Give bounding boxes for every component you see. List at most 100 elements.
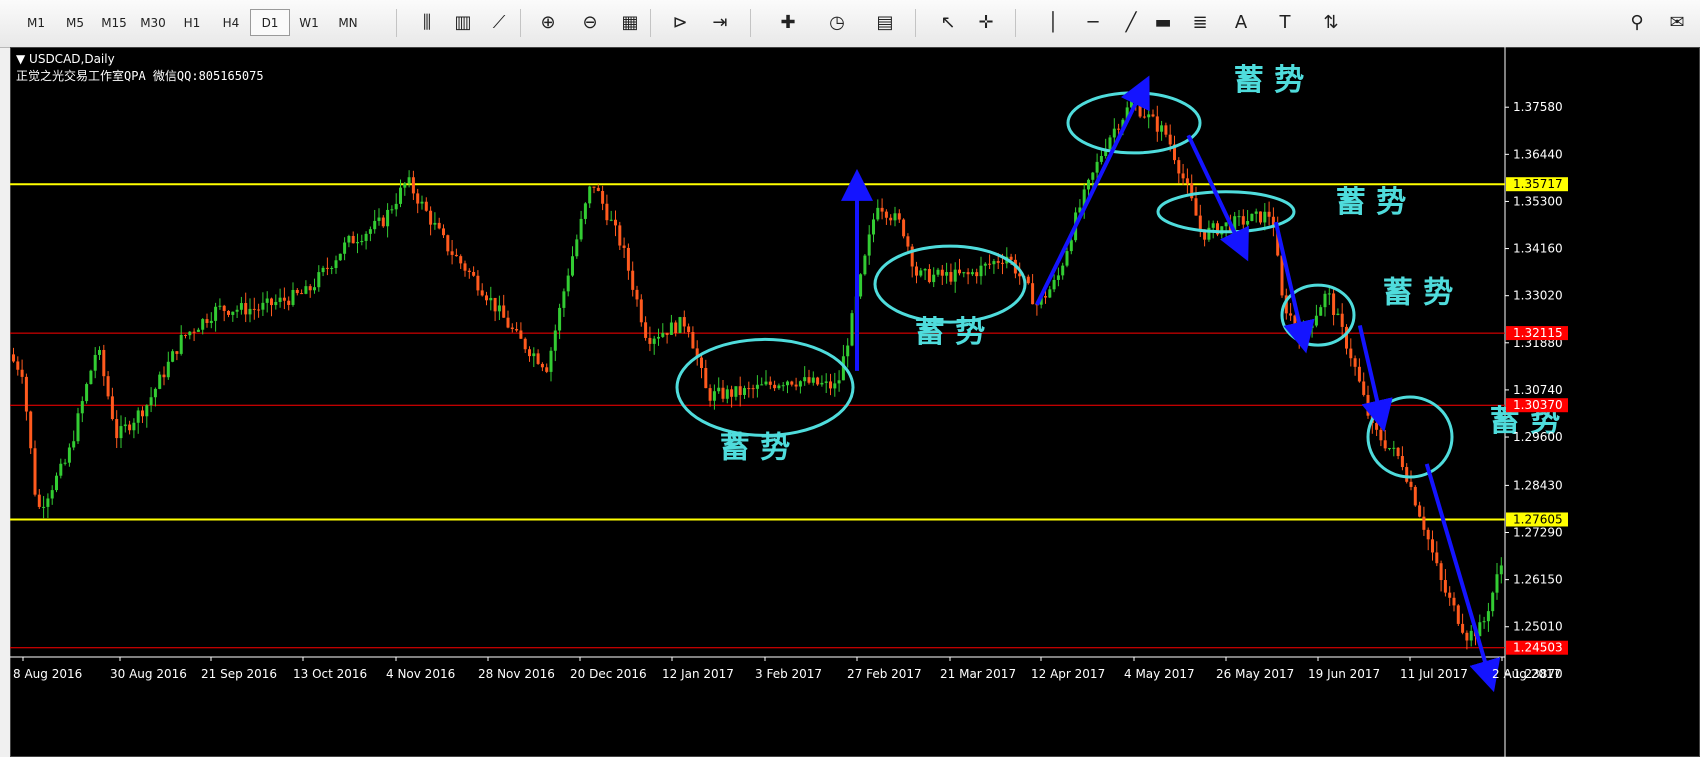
candle [1250,213,1254,222]
vertical-line-icon[interactable]: │ [1047,12,1059,33]
candle-body [962,272,966,274]
candle-body [1366,394,1370,416]
candle-body [313,287,316,291]
tile-windows-icon[interactable]: ▦ [621,12,639,33]
periods-icon[interactable]: ◷ [829,12,845,33]
cursor-icon[interactable]: ↖ [940,12,956,33]
autoscroll-icon[interactable]: ⇥ [712,12,728,33]
candle [351,231,355,244]
candle [773,380,777,392]
candle-body [291,289,295,305]
timeframe-m5-button[interactable]: M5 [66,15,84,30]
timeframe-m15-button[interactable]: M15 [101,15,127,30]
text-icon[interactable]: A [1234,12,1248,33]
line-chart-icon[interactable]: ⟋ [492,12,506,33]
candle-body [476,275,480,291]
candle [910,243,914,278]
y-tick-label: 1.23870 [1513,667,1563,681]
candle [1216,220,1219,237]
candle-body [360,240,364,243]
candle-body [42,506,46,508]
candle-body [803,377,807,382]
candle-body [648,337,652,344]
timeframe-m1-button[interactable]: M1 [27,15,45,30]
candle [979,256,983,285]
new-chart-icon[interactable]: ✚ [780,12,796,33]
bar-chart-icon[interactable]: ⫼ [422,12,432,33]
candle [1439,560,1443,592]
timeframe-d1-button[interactable]: D1 [250,9,290,36]
candle-body [704,368,708,389]
candle [1147,108,1151,129]
candle-body [1271,216,1275,228]
trend-arrow [1273,221,1315,354]
candle-body [1194,198,1198,216]
candle-body [467,270,471,273]
candlestick-icon[interactable]: ▥ [454,12,472,33]
candle [55,472,58,493]
candle-body [368,229,372,234]
candle-body [1284,295,1288,314]
candle-body [1413,486,1417,506]
candle-body [1495,574,1499,593]
timeframe-w1-button[interactable]: W1 [299,15,319,30]
candle-body [897,213,901,220]
candle [1267,201,1271,226]
candle-body [454,254,458,257]
candle [902,218,906,239]
zoom-in-icon[interactable]: ⊕ [540,12,556,33]
chart-window[interactable]: 蓄 势蓄 势蓄 势蓄 势蓄 势蓄 势 ▼ USDCAD,Daily 正觉之光交易工作… [10,47,1700,757]
text-label-icon[interactable]: T [1279,12,1291,33]
candle [540,362,544,372]
candle-body [786,381,789,386]
candle-body [489,297,493,301]
horizontal-line-icon[interactable]: ─ [1087,12,1099,33]
rectangle-icon[interactable]: ▬ [1154,12,1172,33]
candle-body [149,397,153,406]
usdcad-daily-chart[interactable]: 蓄 势蓄 势蓄 势蓄 势蓄 势蓄 势▼ USDCAD,Daily正觉之光交易工作… [10,47,1700,757]
candle [725,385,729,404]
timeframe-h4-button[interactable]: H4 [222,15,240,30]
chart-shift-icon[interactable]: ⊳ [672,12,688,33]
search-icon[interactable]: ⚲ [1630,12,1644,33]
zoom-out-icon[interactable]: ⊖ [582,12,598,33]
consolidation-ellipse [873,244,1027,324]
templates-icon[interactable]: ▤ [876,12,894,33]
candle-body [485,295,488,301]
timeframe-mn-button[interactable]: MN [338,15,358,30]
candle [106,371,110,400]
candle-body [287,300,291,305]
candle-body [16,361,20,370]
candle [790,380,794,387]
candle [1224,222,1228,237]
candle [1254,208,1258,223]
candle-body [510,327,514,330]
chat-icon[interactable]: ✉ [1669,12,1685,33]
candle [381,215,385,228]
candle-body [72,441,76,448]
candle-body [171,351,175,362]
candle-body [1375,422,1379,430]
candle [1413,485,1417,507]
candle [571,246,574,277]
candle-body [1168,134,1172,145]
x-tick-label: 12 Apr 2017 [1031,667,1105,681]
candle [1314,304,1318,328]
candle [442,224,445,239]
candle-body [1121,119,1125,130]
timeframe-h1-button[interactable]: H1 [183,15,201,30]
fibonacci-icon[interactable]: ≣ [1192,12,1208,33]
candle [141,406,144,424]
candle-body [110,396,114,420]
crosshair-icon[interactable]: ✛ [978,12,994,33]
candle [1456,604,1460,627]
trendline-icon[interactable]: ╱ [1125,12,1137,33]
candle [691,326,695,349]
candle-body [678,317,682,334]
candle-body [270,298,273,306]
arrows-icon[interactable]: ⇅ [1323,12,1339,33]
timeframe-m30-button[interactable]: M30 [140,15,166,30]
candle [1099,149,1103,165]
candle [300,289,304,295]
candle-body [743,388,746,395]
